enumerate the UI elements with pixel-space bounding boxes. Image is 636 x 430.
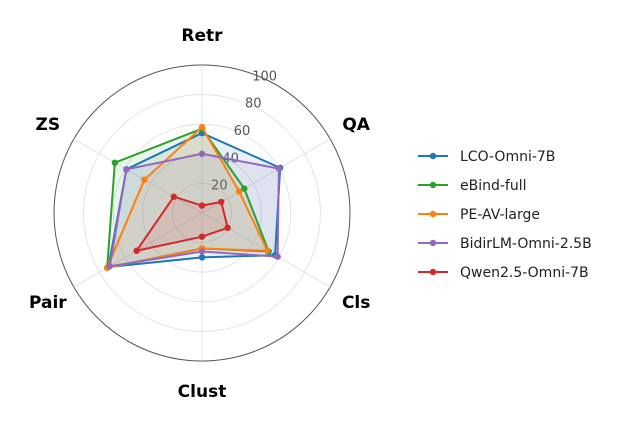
- axis-label-retr: Retr: [181, 26, 223, 46]
- data-point-pe-av-large-qa: [235, 188, 243, 195]
- legend-marker-lco-omni-7b: [429, 152, 437, 160]
- axis-label-qa: QA: [342, 115, 370, 135]
- data-point-bidirlm-omni-2-5b-cls: [274, 253, 281, 260]
- data-point-qwen2-5-omni-7b-zs: [170, 193, 178, 200]
- data-point-bidirlm-omni-2-5b-qa: [275, 165, 283, 172]
- data-point-bidirlm-omni-2-5b-clust: [198, 248, 206, 255]
- axis-labels: Retr QA Cls Clust Pair ZS: [29, 26, 371, 402]
- legend-label-lco-omni-7b: LCO-Omni-7B: [460, 149, 555, 165]
- legend-marker-pe-av-large: [429, 210, 437, 218]
- series-fill-lco-omni-7b: [108, 133, 281, 268]
- legend-marker-qwen2-5-omni-7b: [429, 268, 437, 276]
- tick-label-60: 60: [234, 124, 251, 139]
- data-point-lco-omni-7b-clust: [198, 254, 206, 261]
- legend-label-qwen2-5-omni-7b: Qwen2.5-Omni-7B: [460, 265, 589, 281]
- legend-label-ebind-full: eBind-full: [460, 178, 527, 194]
- data-point-bidirlm-omni-2-5b-pair: [106, 263, 113, 270]
- data-point-qwen2-5-omni-7b-cls: [224, 224, 231, 231]
- tick-label-100: 100: [252, 69, 277, 84]
- series-fill-ebind-full: [107, 128, 269, 268]
- series-fill-bidirlm-omni-2-5b: [109, 153, 279, 267]
- legend-marker-ebind-full: [429, 181, 437, 189]
- data-point-qwen2-5-omni-7b-qa: [218, 198, 225, 206]
- data-point-pe-av-large-retr: [198, 123, 206, 131]
- axis-label-clust: Clust: [178, 382, 227, 402]
- data-point-pe-av-large-cls: [264, 247, 271, 254]
- axis-label-zs: ZS: [36, 115, 61, 135]
- grid-spoke-zs: [73, 138, 203, 214]
- data-point-bidirlm-omni-2-5b-zs: [123, 166, 130, 173]
- data-point-bidirlm-omni-2-5b-retr: [198, 150, 206, 157]
- tick-label-20: 20: [211, 179, 228, 194]
- data-point-qwen2-5-omni-7b-pair: [133, 247, 140, 254]
- tick-label-80: 80: [245, 97, 262, 112]
- legend-label-pe-av-large: PE-AV-large: [460, 207, 540, 223]
- data-point-qwen2-5-omni-7b-clust: [198, 233, 206, 240]
- data-point-ebind-full-zs: [111, 159, 119, 166]
- axis-label-pair: Pair: [29, 293, 67, 313]
- data-point-qwen2-5-omni-7b-retr: [198, 202, 206, 209]
- data-point-ebind-full-qa: [241, 185, 248, 192]
- series-fill-pe-av-large: [107, 127, 268, 268]
- series-fills: [107, 127, 281, 268]
- data-point-pe-av-large-zs: [141, 176, 148, 183]
- axis-label-cls: Cls: [342, 293, 370, 313]
- legend-marker-bidirlm-omni-2-5b: [429, 239, 437, 247]
- series-lines: [103, 123, 284, 271]
- legend-label-bidirlm-omni-2-5b: BidirLM-Omni-2.5B: [460, 236, 592, 252]
- legend: LCO-Omni-7B eBind-full PE-AV-large BidirLM-…: [418, 149, 592, 281]
- series-fill-qwen2-5-omni-7b: [136, 196, 228, 251]
